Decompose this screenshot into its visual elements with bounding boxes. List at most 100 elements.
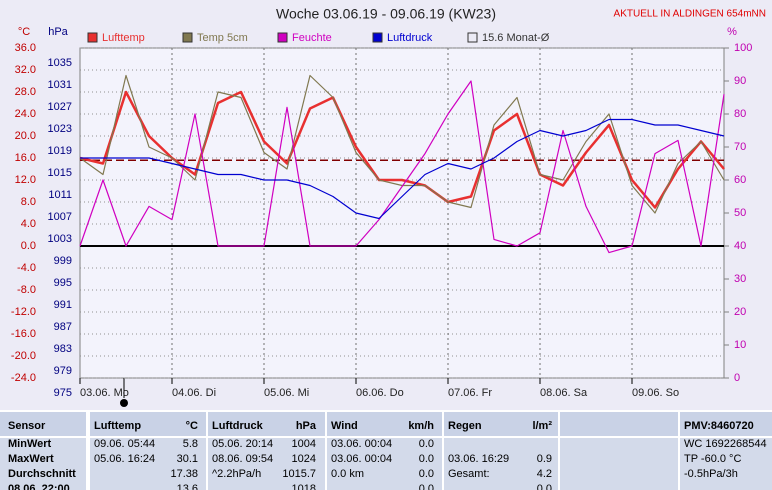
legend-label: Luftdruck [387, 32, 433, 44]
table-cell: 1004 [292, 438, 316, 450]
x-tick-label: 08.06. Sa [540, 387, 588, 399]
series-line [79, 90, 725, 209]
table-cell: Durchschnitt [8, 468, 76, 480]
table-cell: 1015.7 [282, 468, 316, 480]
table-cell: -0.5hPa/3h [684, 468, 738, 480]
table-cell: 0.9 [537, 453, 552, 465]
now-dot [120, 399, 128, 407]
table-cell: 4.2 [537, 468, 552, 480]
annotation: AKTUELL IN ALDINGEN 654mNN [614, 9, 766, 20]
y3-tick-label: 10 [734, 339, 746, 351]
y-tick-label: 12.0 [15, 174, 36, 186]
table-cell-background [90, 412, 206, 436]
y2-tick-label: 1007 [48, 211, 72, 223]
y-tick-label: 16.0 [15, 152, 36, 164]
y2-tick-label: 1023 [48, 123, 72, 135]
table-cell: 30.1 [177, 453, 198, 465]
chart-title: Woche 03.06.19 - 09.06.19 (KW23) [276, 6, 496, 22]
x-tick-label: 07.06. Fr [448, 387, 492, 399]
table-cell: 05.06. 16:24 [94, 453, 155, 465]
table-header: l/m² [532, 420, 552, 432]
y3-tick-label: 80 [734, 108, 746, 120]
y2-axis-label: hPa [48, 26, 68, 38]
y-tick-label: -4.0 [17, 262, 36, 274]
y-axis-label: °C [18, 26, 30, 38]
series-line [79, 74, 725, 214]
series-line [80, 118, 725, 220]
x-tick-label: 03.06. Mo [80, 387, 129, 399]
table-cell-background [444, 438, 558, 490]
y2-tick-label: 979 [54, 365, 72, 377]
table-cell-background [90, 438, 206, 490]
table-header: hPa [296, 420, 317, 432]
y2-tick-label: 1027 [48, 101, 72, 113]
table-cell: 0.0 [419, 468, 434, 480]
y2-tick-label: 995 [54, 277, 72, 289]
legend-label: 15.6 Monat-Ø [482, 32, 550, 44]
table-cell: 08.06. 09:54 [212, 453, 273, 465]
y-tick-label: 4.0 [21, 218, 36, 230]
legend-swatch [467, 32, 478, 43]
table-cell: 13.6 [177, 483, 198, 490]
table-cell: 0.0 km [331, 468, 364, 480]
table-cell-background [0, 412, 86, 436]
table-cell: ^2.2hPa/h [212, 468, 261, 480]
table-cell: 1024 [292, 453, 316, 465]
table-cell: 08.06. 22:00 [8, 483, 70, 490]
y2-tick-label: 1003 [48, 233, 72, 245]
y-tick-label: -16.0 [11, 328, 36, 340]
y3-tick-label: 50 [734, 207, 746, 219]
legend-label: Feuchte [292, 32, 332, 44]
table-cell: 17.38 [170, 468, 198, 480]
y2-tick-label: 983 [54, 343, 72, 355]
y2-tick-label: 991 [54, 299, 72, 311]
table-header: °C [186, 420, 198, 432]
x-tick-label: 09.06. So [632, 387, 679, 399]
table-header: Regen [448, 420, 482, 432]
table-cell-background [444, 412, 558, 436]
table-cell: 03.06. 00:04 [331, 453, 392, 465]
legend-swatch [277, 32, 288, 43]
y-tick-label: 0.0 [21, 240, 36, 252]
legend-swatch [182, 32, 193, 43]
table-cell: 0.0 [419, 483, 434, 490]
table-cell-background [327, 438, 442, 490]
table-cell: 03.06. 16:29 [448, 453, 509, 465]
y3-tick-label: 30 [734, 273, 746, 285]
y2-tick-label: 1035 [48, 57, 72, 69]
y3-tick-label: 90 [734, 75, 746, 87]
table-cell: MaxWert [8, 453, 54, 465]
y-tick-label: 36.0 [15, 42, 36, 54]
y3-tick-label: 100 [734, 42, 752, 54]
y2-tick-label: 999 [54, 255, 72, 267]
y3-tick-label: 40 [734, 240, 746, 252]
legend-label: Temp 5cm [197, 32, 248, 44]
table-cell: 05.06. 20:14 [212, 438, 273, 450]
table-cell: 0.0 [419, 453, 434, 465]
table-cell: 0.0 [419, 438, 434, 450]
table-cell: MinWert [8, 438, 52, 450]
y-tick-label: 28.0 [15, 86, 36, 98]
x-tick-label: 05.06. Mi [264, 387, 309, 399]
table-cell-background [208, 412, 325, 436]
y3-axis-label: % [727, 26, 737, 38]
y-tick-label: -12.0 [11, 306, 36, 318]
y3-tick-label: 0 [734, 372, 740, 384]
table-header: Luftdruck [212, 420, 264, 432]
y-tick-label: 32.0 [15, 64, 36, 76]
y-tick-label: -20.0 [11, 350, 36, 362]
table-cell-background [208, 438, 325, 490]
table-cell: WC 1692268544 [684, 438, 767, 450]
series-line [79, 80, 725, 254]
table-header: Wind [331, 420, 358, 432]
table-header: PMV:8460720 [684, 420, 754, 432]
x-tick-label: 06.06. Do [356, 387, 404, 399]
table-cell-background [0, 438, 86, 490]
y3-tick-label: 70 [734, 141, 746, 153]
table-cell-background [680, 438, 772, 490]
table-cell-background [327, 412, 442, 436]
plot-area [79, 47, 725, 379]
y2-tick-label: 1031 [48, 79, 72, 91]
legend-swatch [372, 32, 383, 43]
table-cell: 09.06. 05:44 [94, 438, 155, 450]
